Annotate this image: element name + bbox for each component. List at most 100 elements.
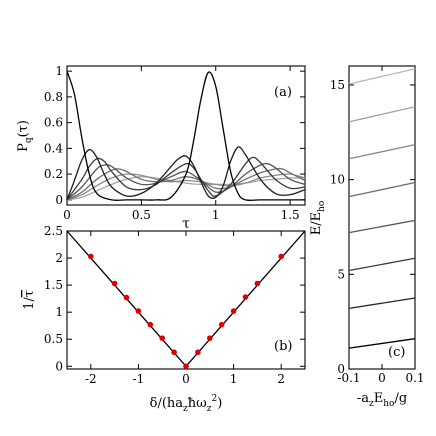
a-x-tick-label: 1.5 [281,208,300,222]
panel-a-series [67,70,305,201]
panel-c-frame [348,65,416,370]
panel-c-x-label-sub-z: z [369,399,374,409]
panel-c-energy-level-line [348,68,416,85]
panel-b-v-line [66,230,306,368]
panel-c-series [348,68,416,349]
panel-c-energy-level-line [348,181,416,198]
panel-b-data-point [207,335,213,341]
panel-b-x-label-end: ) [217,396,222,411]
panel-b-data-point [171,349,177,356]
panel-a-series-line [67,162,305,201]
panel-a-y-axis-label-suffix: (τ) [16,120,31,137]
panel-b-data-point [254,280,261,287]
panel-a-y-axis-label-sub: q [24,137,34,143]
panel-b: -2 -1 0 1 2 00.511.522.5 (b) δ/(hazħωz2) 1/τ [22,224,306,414]
panel-b-data-point [88,253,94,260]
b-x-tick-label: -1 [133,372,145,386]
panel-b-x-label-a: δ/(ha [150,396,184,411]
panel-c-x-label-sub-ho: ho [383,399,394,409]
panel-c-x-label-a: -a [357,391,369,406]
c-y-tick-label: 15 [330,78,345,92]
a-x-tick-label: 0.5 [132,208,151,222]
c-x-tick-label: -0.1 [337,371,360,385]
panel-b-x-label-sub-z2: z [207,404,212,414]
panel-b-data-point [218,321,225,328]
panel-c-x-tick-labels: -0.1 0 0.1 [337,371,424,385]
panel-a-y-tick-labels: 0 0.2 0.4 0.6 0.8 1 [44,64,63,207]
panel-b-y-label-prefix: 1/ [22,297,37,310]
panel-b-y-axis-label: 1/τ [22,290,37,310]
b-y-tick-label: 1 [55,305,63,319]
b-y-tick-label: 0.5 [44,332,63,346]
panel-b-data-point [230,308,237,314]
panel-b-data-point [242,294,249,300]
panel-c-label: (c) [388,345,405,360]
c-y-tick-label: 5 [337,267,345,281]
panel-c-ticks [348,66,416,370]
b-y-tick-label: 1.5 [44,278,63,292]
panel-b-y-label-tau: τ [22,290,37,297]
panel-a-series-line [67,176,305,201]
panel-b-label: (b) [274,339,292,354]
panel-b-x-label-b: ħω [188,396,207,411]
panel-b-data-point [123,294,130,301]
panel-c-y-axis-label: E/Eho [309,201,327,236]
panel-a: 0 0.5 1 1.5 0 0.2 0.4 0.6 0.8 1 (a) τ Pq(τ) [16,64,306,232]
panel-a-series-line [67,70,305,201]
panel-a-frame [66,65,306,206]
panel-b-x-label-sub-z: z [183,404,188,414]
panel-b-frame [66,230,306,370]
b-y-tick-label: 0 [55,359,63,373]
b-x-tick-label: -2 [85,372,97,386]
panel-b-data-point [278,253,285,260]
b-x-tick-label: 2 [277,372,285,386]
panel-a-x-tick-labels: 0 0.5 1 1.5 [63,208,299,222]
panel-a-series-line [67,156,305,201]
panel-c-y-label-sub: ho [317,201,327,212]
panel-a-series-line [67,173,305,201]
panel-b-data-point [111,280,118,287]
panel-b-x-axis-label: δ/(hazħωz2) [150,394,223,414]
panel-a-ticks [66,66,305,205]
panel-a-y-axis-label: Pq(τ) [16,120,34,152]
a-y-tick-label: 1 [55,64,63,78]
c-x-tick-label: 0 [378,371,386,385]
panel-a-series-line [67,146,305,201]
panel-c-energy-level-line [348,257,416,272]
panel-b-data-point [195,349,201,356]
panel-c-y-label-main: E/E [309,212,324,235]
panel-c-x-axis-label: -azEho/g [357,391,407,409]
panel-b-x-tick-labels: -2 -1 0 1 2 [85,372,285,386]
panel-b-fit-line [66,230,306,368]
panel-c-x-label-end: /g [394,391,407,406]
a-x-tick-label: 1 [212,208,220,222]
b-y-tick-label: 2.5 [44,224,63,238]
a-y-tick-label: 0.8 [44,90,63,104]
panel-c-y-tick-labels: 0 5 10 15 [330,78,345,376]
a-y-tick-label: 0 [55,193,63,207]
panel-b-data-point [147,321,154,328]
c-y-tick-label: 0 [337,362,345,376]
panel-a-y-axis-label-main: P [16,143,31,152]
b-y-tick-label: 2 [55,251,63,265]
panel-c-energy-level-line [348,297,416,310]
panel-a-label: (a) [274,85,292,100]
a-x-tick-label: 0 [63,208,71,222]
b-x-tick-label: 1 [230,372,238,386]
panel-b-data-point [159,335,165,341]
panel-b-x-label-sup: 2 [212,394,218,404]
panel-c-energy-level-line [348,143,416,160]
c-y-tick-label: 10 [330,173,345,187]
b-x-tick-label: 0 [182,372,190,386]
panel-c-energy-level-line [348,219,416,234]
panel-c-x-label-b: E [374,391,384,406]
panel-c-energy-level-line [348,338,416,349]
panel-c-energy-level-line [348,106,416,123]
c-x-tick-label: 0.1 [405,371,424,385]
panel-b-y-tick-labels: 0 0.5 1 1.5 2 2.5 [44,224,63,373]
panel-b-data-point [135,308,142,314]
panel-b-data-point [183,363,189,370]
a-y-tick-label: 0.4 [44,141,63,155]
